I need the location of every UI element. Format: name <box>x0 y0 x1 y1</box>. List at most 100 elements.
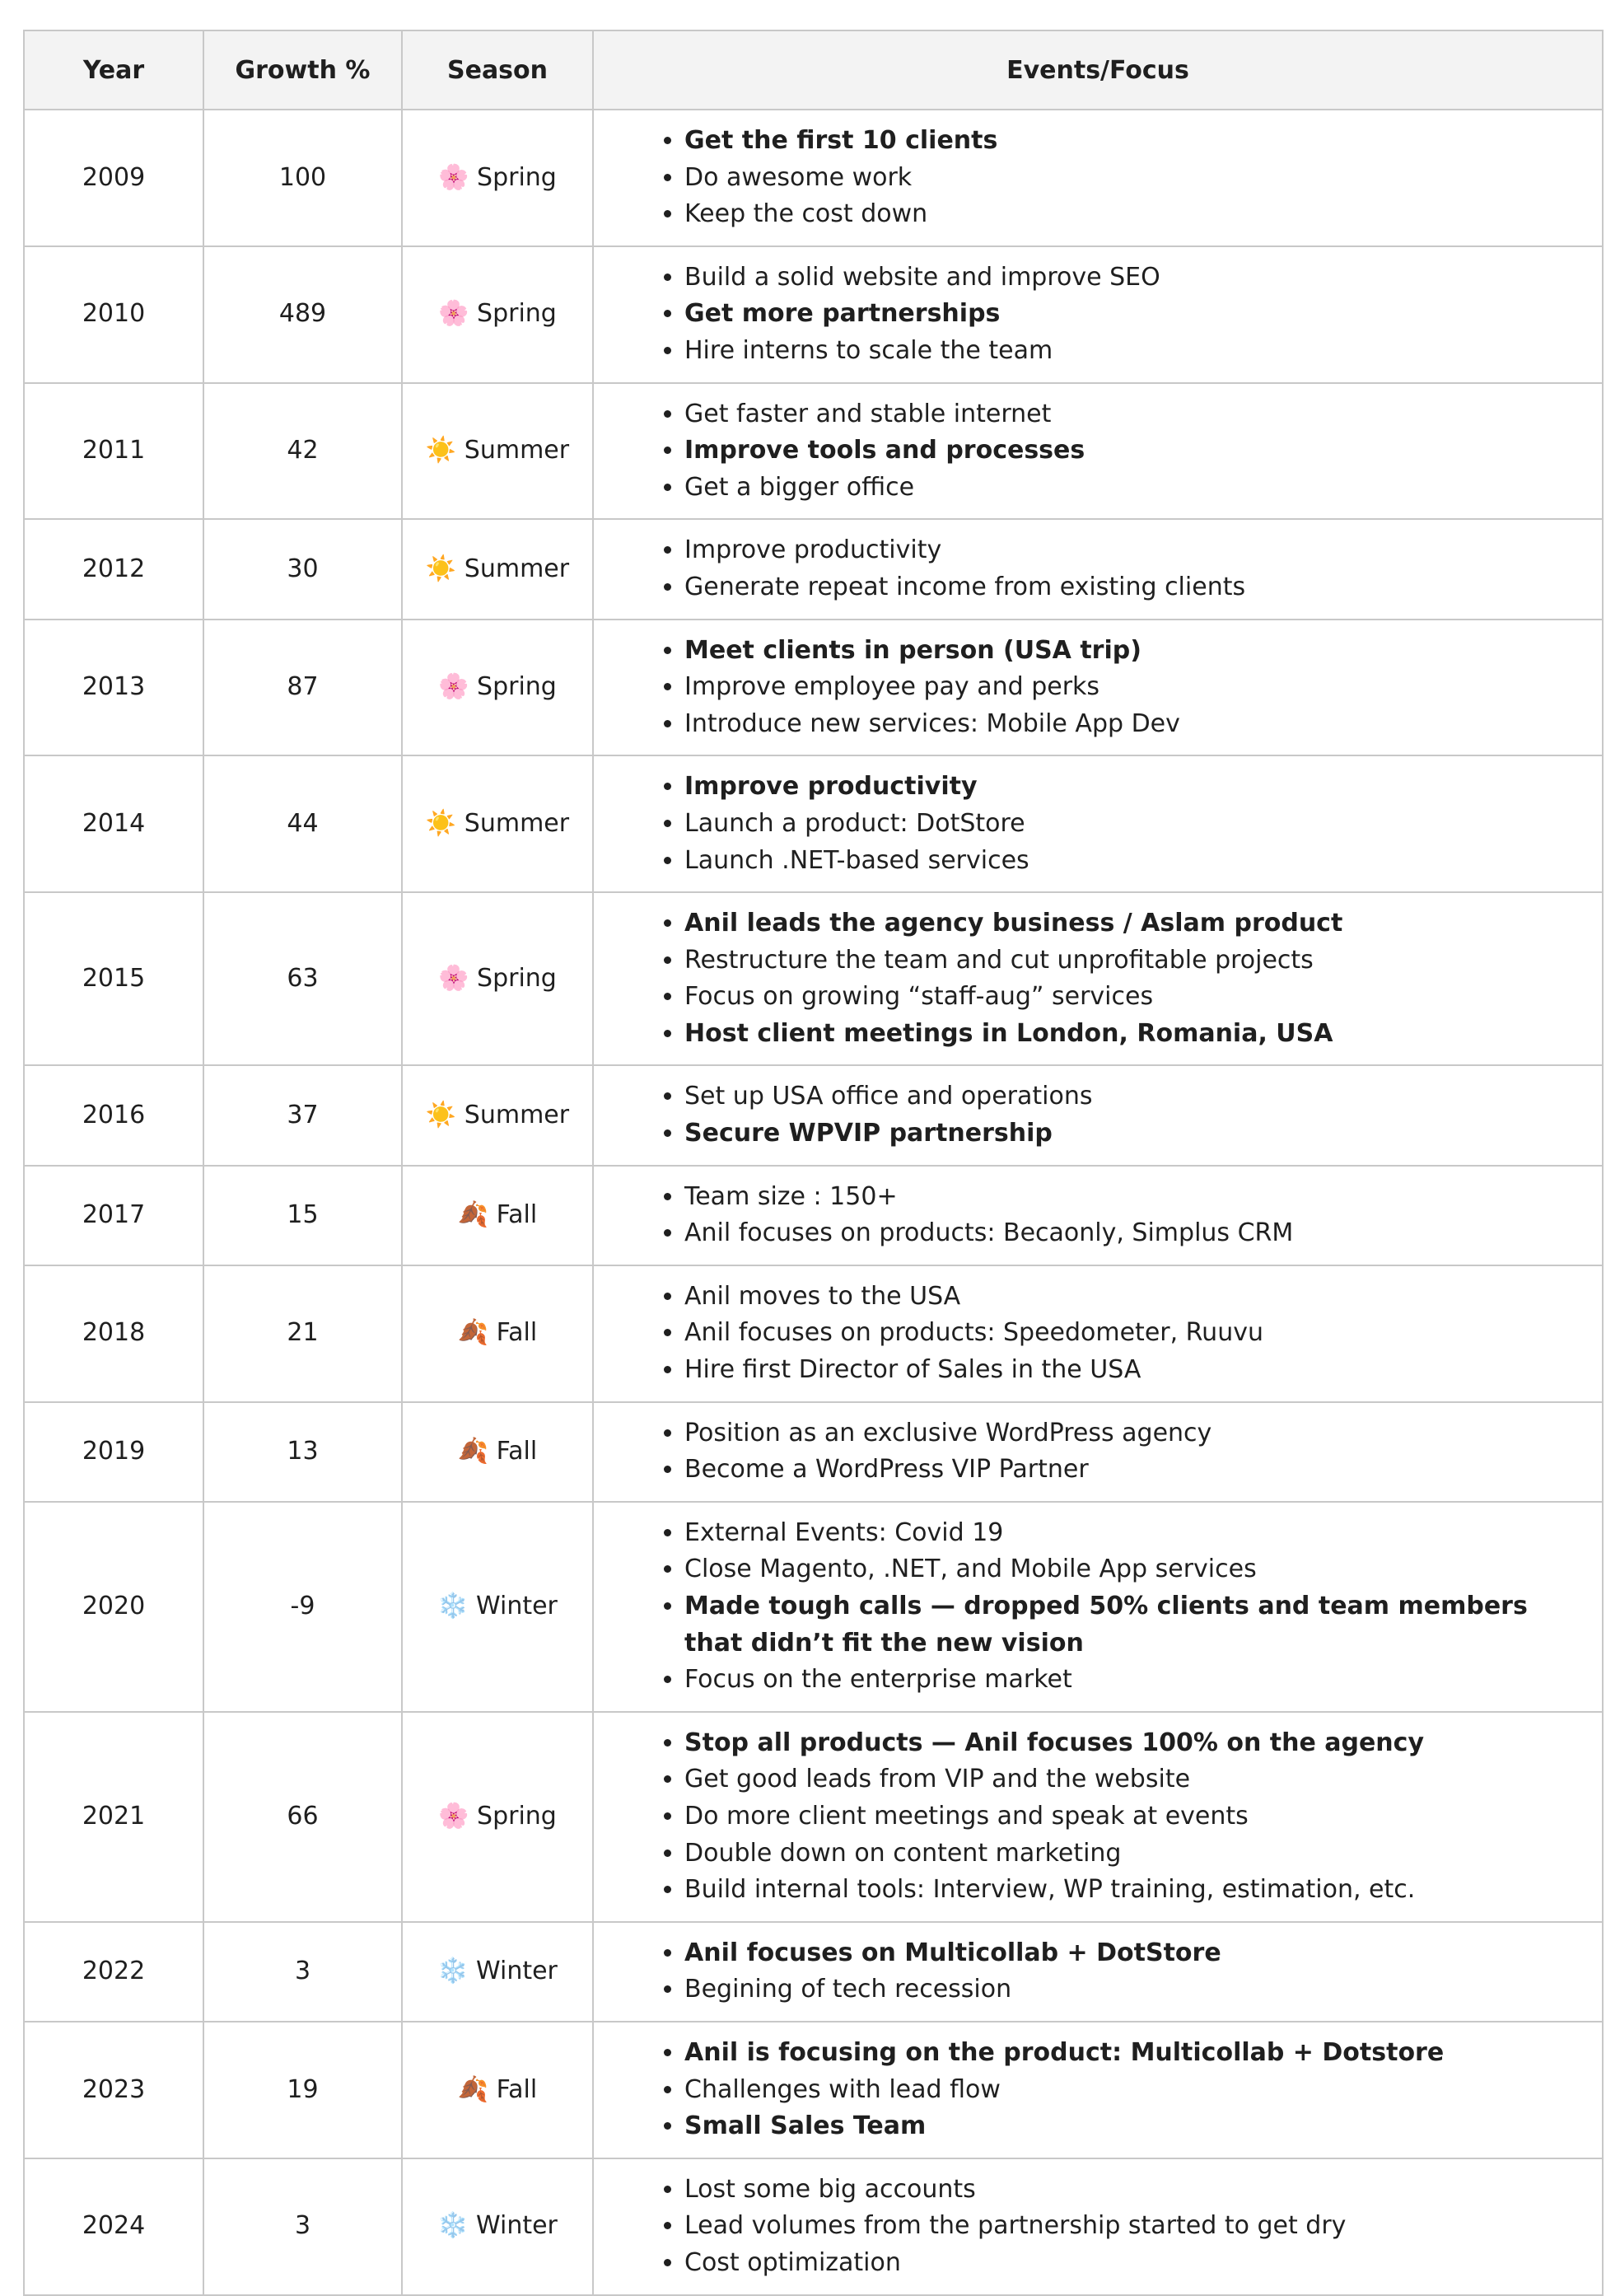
growth-cell: 87 <box>203 618 403 757</box>
event-item: Focus on the enterprise market <box>684 1662 1592 1699</box>
year-cell: 2015 <box>23 891 204 1067</box>
growth-cell: 42 <box>203 381 403 521</box>
year-cell: 2024 <box>23 2157 204 2296</box>
events-cell: Set up USA office and operationsSecure W… <box>592 1064 1604 1167</box>
year-cell: 2022 <box>23 1920 204 2022</box>
event-list: Stop all products — Anil focuses 100% on… <box>594 1725 1592 1909</box>
year-cell: 2020 <box>23 1500 204 1713</box>
growth-cell: 63 <box>203 891 403 1067</box>
event-item: Anil moves to the USA <box>684 1279 1592 1316</box>
event-item: Restructure the team and cut unprofitabl… <box>684 942 1592 980</box>
event-item: Made tough calls — dropped 50% clients a… <box>684 1588 1592 1662</box>
event-list: Lost some big accountsLead volumes from … <box>594 2172 1592 2282</box>
event-list: Improve productivityLaunch a product: Do… <box>594 769 1592 879</box>
event-list: Get faster and stable internetImprove to… <box>594 396 1592 507</box>
event-item: Team size : 150+ <box>684 1179 1592 1216</box>
event-item: Build internal tools: Interview, WP trai… <box>684 1872 1592 1909</box>
event-list: Build a solid website and improve SEOGet… <box>594 260 1592 370</box>
event-item: Improve tools and processes <box>684 433 1592 470</box>
event-item: Begining of tech recession <box>684 1971 1592 2008</box>
event-list: Anil leads the agency business / Aslam p… <box>594 905 1592 1052</box>
event-item: Secure WPVIP partnership <box>684 1115 1592 1153</box>
event-item: Improve productivity <box>684 769 1592 806</box>
event-item: Anil focuses on products: Speedometer, R… <box>684 1315 1592 1352</box>
event-item: Get the first 10 clients <box>684 123 1592 160</box>
header-row: Year Growth % Season Events/Focus <box>23 30 1604 110</box>
event-item: Get more partnerships <box>684 296 1592 333</box>
events-cell: Lost some big accountsLead volumes from … <box>592 2157 1604 2296</box>
events-cell: Team size : 150+Anil focuses on products… <box>592 1164 1604 1266</box>
year-cell: 2010 <box>23 245 204 384</box>
growth-cell: 489 <box>203 245 403 384</box>
season-cell: ❄️ Winter <box>401 2157 594 2296</box>
event-item: Double down on content marketing <box>684 1835 1592 1873</box>
growth-cell: -9 <box>203 1500 403 1713</box>
event-item: Get a bigger office <box>684 470 1592 507</box>
event-item: Do awesome work <box>684 160 1592 197</box>
event-item: External Events: Covid 19 <box>684 1515 1592 1552</box>
season-cell: 🌸 Spring <box>401 891 594 1067</box>
event-item: Introduce new services: Mobile App Dev <box>684 706 1592 743</box>
header-cell: Events/Focus <box>592 30 1604 110</box>
event-item: Do more client meetings and speak at eve… <box>684 1798 1592 1835</box>
events-cell: Improve productivityLaunch a product: Do… <box>592 755 1604 894</box>
timeline-table: Year Growth % Season Events/Focus 2009 100 🌸 … <box>23 30 1604 2296</box>
event-item: Set up USA office and operations <box>684 1078 1592 1115</box>
event-item: Lead volumes from the partnership starte… <box>684 2208 1592 2245</box>
event-item: Anil is focusing on the product: Multico… <box>684 2035 1592 2072</box>
event-item: Challenges with lead flow <box>684 2072 1592 2109</box>
season-cell: ☀️ Summer <box>401 518 594 620</box>
event-list: Position as an exclusive WordPress agenc… <box>594 1415 1592 1489</box>
growth-cell: 15 <box>203 1164 403 1266</box>
events-cell: Get faster and stable internetImprove to… <box>592 381 1604 521</box>
events-cell: External Events: Covid 19Close Magento, … <box>592 1500 1604 1713</box>
event-list: Anil moves to the USAAnil focuses on pro… <box>594 1279 1592 1389</box>
event-item: Focus on growing “staff-aug” services <box>684 979 1592 1016</box>
growth-cell: 100 <box>203 109 403 247</box>
event-item: Stop all products — Anil focuses 100% on… <box>684 1725 1592 1762</box>
season-cell: ❄️ Winter <box>401 1920 594 2022</box>
season-cell: 🌸 Spring <box>401 1710 594 1923</box>
header-cell: Season <box>401 30 594 110</box>
growth-cell: 21 <box>203 1264 403 1403</box>
event-item: Anil leads the agency business / Aslam p… <box>684 905 1592 942</box>
events-cell: Build a solid website and improve SEOGet… <box>592 245 1604 384</box>
year-cell: 2012 <box>23 518 204 620</box>
event-item: Hire interns to scale the team <box>684 333 1592 370</box>
year-cell: 2018 <box>23 1264 204 1403</box>
season-cell: 🍂 Fall <box>401 1164 594 1266</box>
table-row: 2020-9❄️ WinterExternal Events: Covid 19… <box>23 1500 1604 1713</box>
growth-cell: 30 <box>203 518 403 620</box>
year-cell: 2014 <box>23 755 204 894</box>
growth-cell: 3 <box>203 1920 403 2022</box>
event-item: Improve employee pay and perks <box>684 669 1592 706</box>
event-list: Meet clients in person (USA trip)Improve… <box>594 633 1592 743</box>
events-cell: Improve productivityGenerate repeat inco… <box>592 518 1604 620</box>
event-list: Improve productivityGenerate repeat inco… <box>594 532 1592 606</box>
header-cell: Growth % <box>203 30 403 110</box>
event-item: Cost optimization <box>684 2245 1592 2282</box>
event-item: Small Sales Team <box>684 2108 1592 2145</box>
season-cell: 🌸 Spring <box>401 245 594 384</box>
growth-cell: 66 <box>203 1710 403 1923</box>
year-cell: 2013 <box>23 618 204 757</box>
season-cell: ❄️ Winter <box>401 1500 594 1713</box>
year-cell: 2019 <box>23 1401 204 1503</box>
season-cell: ☀️ Summer <box>401 381 594 521</box>
event-item: Become a WordPress VIP Partner <box>684 1452 1592 1489</box>
event-item: Get faster and stable internet <box>684 396 1592 433</box>
growth-cell: 13 <box>203 1401 403 1503</box>
